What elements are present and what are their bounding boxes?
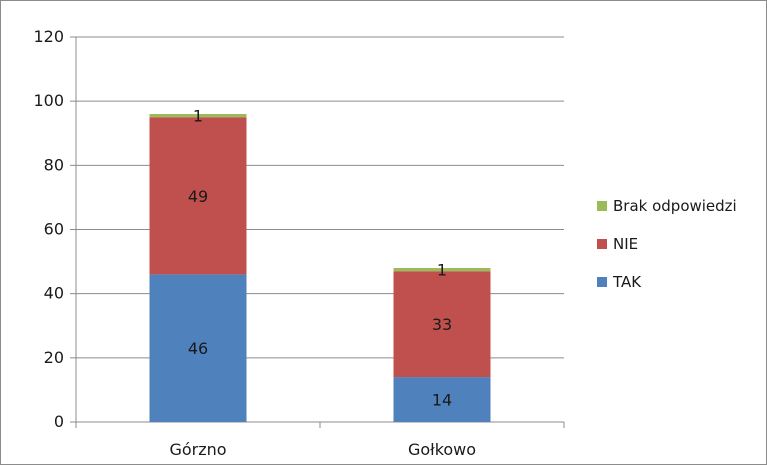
x-category-label: Górzno xyxy=(169,440,226,459)
legend-swatch xyxy=(597,201,607,211)
data-label: 33 xyxy=(432,315,452,334)
data-label: 14 xyxy=(432,391,452,410)
y-tick-label: 120 xyxy=(33,27,64,46)
legend-label: TAK xyxy=(612,273,642,291)
y-tick-label: 0 xyxy=(54,412,64,431)
legend-label: Brak odpowiedzi xyxy=(613,197,737,215)
data-label: 1 xyxy=(193,107,203,126)
legend-label: NIE xyxy=(613,235,638,253)
data-label: 1 xyxy=(437,261,447,280)
x-category-label: Gołkowo xyxy=(408,440,476,459)
y-tick-label: 80 xyxy=(44,155,64,174)
legend-swatch xyxy=(597,239,607,249)
legend-swatch xyxy=(597,277,607,287)
data-label: 46 xyxy=(188,339,208,358)
y-tick-label: 20 xyxy=(44,348,64,367)
y-tick-label: 60 xyxy=(44,220,64,239)
legend: Brak odpowiedzi NIE TAK xyxy=(597,197,737,291)
data-label: 49 xyxy=(188,187,208,206)
y-tick-label: 100 xyxy=(33,91,64,110)
y-tick-label: 40 xyxy=(44,284,64,303)
gridlines xyxy=(76,37,564,358)
